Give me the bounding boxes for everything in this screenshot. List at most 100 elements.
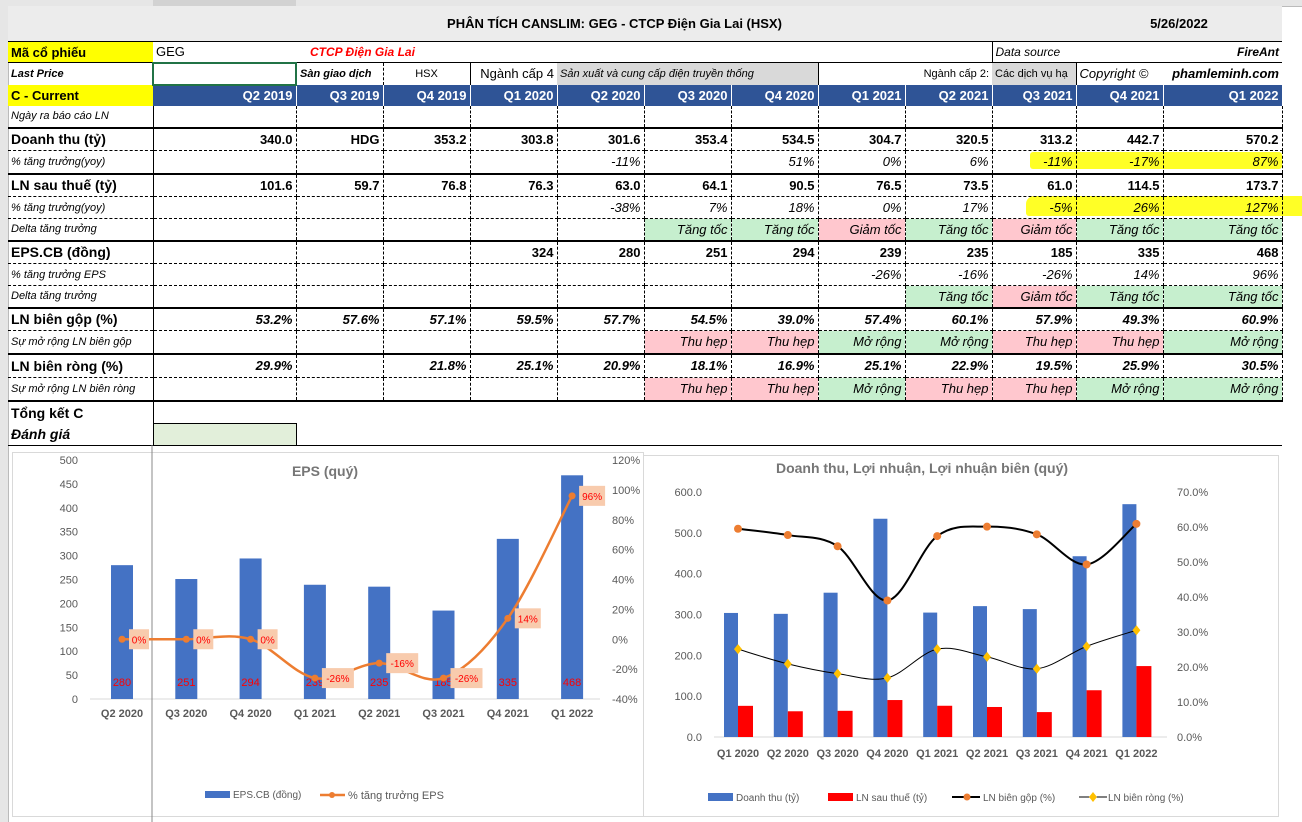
table-cell[interactable]: 30.5% [1163,352,1283,378]
table-cell[interactable]: 294 [731,239,819,264]
table-cell[interactable]: 59.7 [296,172,384,197]
table-cell[interactable]: Giảm tốc [992,218,1077,241]
table-cell[interactable]: Tăng tốc [905,285,993,308]
table-cell[interactable]: -11% [557,150,645,174]
quarter-header[interactable]: Q4 2021 [1076,84,1164,106]
table-cell[interactable] [153,330,297,354]
table-cell[interactable]: Mở rộng [1163,330,1283,354]
quarter-header[interactable]: Q1 2020 [470,84,558,106]
table-cell[interactable]: 57.1% [383,306,471,331]
table-cell[interactable]: 21.8% [383,352,471,378]
table-cell[interactable]: -16% [905,263,993,286]
table-cell[interactable]: Thu hẹp [992,330,1077,354]
table-cell[interactable]: Tăng tốc [1163,218,1283,241]
table-cell[interactable]: 29.9% [153,352,297,378]
table-cell[interactable] [383,330,471,354]
table-cell[interactable]: 340.0 [153,126,297,151]
revenue-chart-frame[interactable] [643,455,1279,817]
table-cell[interactable] [153,150,297,174]
table-cell[interactable] [296,377,384,401]
table-cell[interactable]: Mở rộng [1163,377,1283,401]
table-cell[interactable]: Thu hẹp [992,377,1077,401]
table-cell[interactable] [557,330,645,354]
table-cell[interactable]: Mở rộng [818,377,906,401]
table-cell[interactable] [644,150,732,174]
table-cell[interactable] [470,263,558,286]
table-cell[interactable]: 61.0 [992,172,1077,197]
table-cell[interactable] [383,285,471,308]
eps-chart[interactable]: EPS (quý) 0 50 100 150 200 250 300 350 400 450 500 -… [0,445,642,822]
table-cell[interactable] [905,105,993,128]
table-cell[interactable]: 173.7 [1163,172,1283,197]
table-cell[interactable]: 335 [1076,239,1164,264]
table-cell[interactable]: 76.3 [470,172,558,197]
table-cell[interactable]: 442.7 [1076,126,1164,151]
table-cell[interactable]: 96% [1163,263,1283,286]
table-cell[interactable]: 185 [992,239,1077,264]
table-cell[interactable]: 101.6 [153,172,297,197]
ticker-value[interactable]: GEG [156,44,185,60]
table-cell[interactable]: 0% [818,150,906,174]
table-cell[interactable] [296,285,384,308]
table-cell[interactable] [296,150,384,174]
quarter-header[interactable]: Q3 2021 [992,84,1077,106]
table-cell[interactable]: 39.0% [731,306,819,331]
table-cell[interactable]: Thu hẹp [644,377,732,401]
table-cell[interactable]: Giảm tốc [992,285,1077,308]
table-cell[interactable]: 59.5% [470,306,558,331]
table-cell[interactable] [153,105,297,128]
table-cell[interactable] [296,239,384,264]
table-cell[interactable] [731,263,819,286]
table-cell[interactable] [557,377,645,401]
quarter-header[interactable]: Q2 2020 [557,84,645,106]
table-cell[interactable]: Tăng tốc [1076,218,1164,241]
table-cell[interactable]: 320.5 [905,126,993,151]
table-cell[interactable] [731,105,819,128]
quarter-header[interactable]: Q1 2021 [818,84,906,106]
table-cell[interactable]: 51% [731,150,819,174]
table-cell[interactable]: 22.9% [905,352,993,378]
report-date[interactable]: 5/26/2022 [1076,6,1282,42]
table-cell[interactable] [992,105,1077,128]
table-cell[interactable] [153,263,297,286]
table-cell[interactable]: 280 [557,239,645,264]
table-cell[interactable]: 73.5 [905,172,993,197]
table-cell[interactable] [470,330,558,354]
table-cell[interactable]: Tăng tốc [731,218,819,241]
table-cell[interactable]: 324 [470,239,558,264]
table-cell[interactable]: 0% [818,196,906,219]
table-cell[interactable]: -38% [557,196,645,219]
table-cell[interactable]: Tăng tốc [1163,285,1283,308]
table-cell[interactable] [383,218,471,241]
industry2-value[interactable]: Các dịch vụ hạ [992,62,1076,85]
quarter-header[interactable]: Q1 2022 [1163,84,1283,106]
quarter-header[interactable]: Q4 2020 [731,84,819,106]
table-cell[interactable]: 534.5 [731,126,819,151]
table-cell[interactable] [644,263,732,286]
table-cell[interactable]: Thu hẹp [731,377,819,401]
table-cell[interactable]: 301.6 [557,126,645,151]
last-price-input[interactable] [152,61,297,86]
table-cell[interactable]: 60.1% [905,306,993,331]
quarter-header[interactable]: Q2 2021 [905,84,993,106]
table-cell[interactable] [557,285,645,308]
table-cell[interactable] [557,218,645,241]
table-cell[interactable] [296,105,384,128]
table-cell[interactable]: 19.5% [992,352,1077,378]
quarter-header[interactable]: Q4 2019 [383,84,471,106]
quarter-header[interactable]: Q3 2020 [644,84,732,106]
company-name[interactable]: CTCP Điện Gia Lai [310,45,415,59]
table-cell[interactable] [470,150,558,174]
table-cell[interactable]: 313.2 [992,126,1077,151]
table-cell[interactable] [383,196,471,219]
table-cell[interactable]: 53.2% [153,306,297,331]
table-cell[interactable] [153,239,297,264]
table-cell[interactable] [470,196,558,219]
quarter-header[interactable]: Q3 2019 [296,84,384,106]
table-cell[interactable]: 304.7 [818,126,906,151]
table-cell[interactable] [153,218,297,241]
table-cell[interactable]: Giảm tốc [818,218,906,241]
table-cell[interactable]: 25.1% [470,352,558,378]
table-cell[interactable] [557,263,645,286]
table-cell[interactable]: 7% [644,196,732,219]
